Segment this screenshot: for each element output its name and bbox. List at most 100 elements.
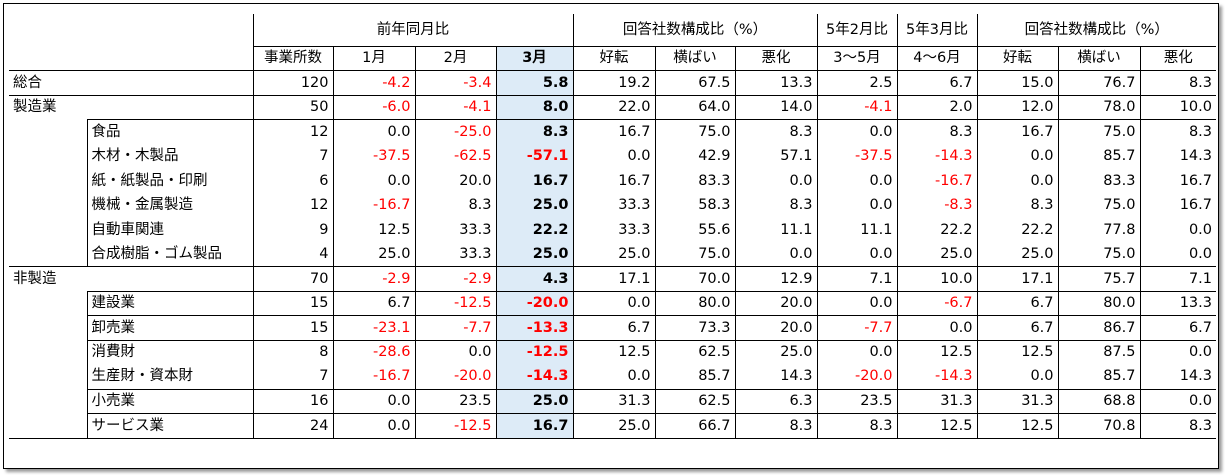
cell-value: 19.2 xyxy=(572,70,655,95)
header-blank-3 xyxy=(9,46,87,71)
cell-value: 15 xyxy=(252,290,333,316)
header-mar-may: 3～5月 xyxy=(816,45,897,71)
row-label-secondary: 建設業 xyxy=(86,290,253,316)
row-label-primary xyxy=(9,144,87,169)
header-ratio-1: 回答社数構成比（%） xyxy=(572,14,817,46)
cell-value: 68.8 xyxy=(1057,388,1140,414)
table-row: 合成樹脂・ゴム製品 4 25.0 33.3 25.0 25.0 75.0 0.0 0.0 25.0… xyxy=(9,242,1216,267)
cell-value: 33.3 xyxy=(414,242,496,267)
cell-value: 23.5 xyxy=(816,388,897,414)
cell-value: 7 xyxy=(252,144,333,169)
cell-value: 8.3 xyxy=(1139,119,1216,144)
cell-value: 85.7 xyxy=(654,364,735,389)
cell-value: 14.3 xyxy=(734,364,817,389)
cell-value: 31.3 xyxy=(572,388,655,414)
cell-value: 12.5 xyxy=(976,339,1058,365)
row-label-secondary xyxy=(87,70,253,95)
cell-value: 16.7 xyxy=(1139,168,1216,193)
row-label-secondary xyxy=(87,266,253,291)
cell-value: -4.2 xyxy=(332,70,415,95)
cell-value: -14.3 xyxy=(896,144,977,169)
cell-value: -12.5 xyxy=(414,413,496,439)
table-row: 機械・金属製造 12 -16.7 8.3 25.0 33.3 58.3 8.3 0.0 -8.3 8… xyxy=(9,193,1216,218)
cell-value: 16 xyxy=(252,388,333,414)
cell-value: 25.0 xyxy=(572,413,655,439)
cell-value: -57.1 xyxy=(495,144,573,169)
row-label-primary xyxy=(9,365,87,390)
cell-value: -20.0 xyxy=(816,364,897,389)
header-feb-compare: 5年2月比 xyxy=(816,14,897,46)
cell-value: 17.1 xyxy=(572,266,655,291)
cell-value: 62.5 xyxy=(654,388,735,414)
cell-value: 87.5 xyxy=(1057,339,1140,365)
cell-value: 75.0 xyxy=(1057,119,1140,144)
cell-value: -2.9 xyxy=(332,266,415,291)
cell-value: 6.3 xyxy=(734,388,817,414)
row-label-secondary: 食品 xyxy=(86,119,253,144)
header-ratio-2: 回答社数構成比（%） xyxy=(976,14,1216,46)
cell-value: 25.0 xyxy=(495,388,573,414)
table-row: 木材・木製品 7 -37.5 -62.5 -57.1 0.0 42.9 57.1 -37.5 -1… xyxy=(9,144,1216,169)
cell-value: -12.5 xyxy=(414,290,496,316)
cell-value: 0.0 xyxy=(816,193,897,218)
cell-value: 75.0 xyxy=(654,119,735,144)
cell-value: -16.7 xyxy=(896,168,977,193)
cell-value: 9 xyxy=(252,217,333,242)
cell-value: 6.7 xyxy=(1139,315,1216,340)
cell-value: 73.3 xyxy=(654,315,735,340)
cell-value: 22.2 xyxy=(495,217,573,242)
cell-value: 75.0 xyxy=(654,242,735,267)
cell-value: 16.7 xyxy=(976,119,1058,144)
header-bad-1: 悪化 xyxy=(734,45,817,71)
cell-value: -20.0 xyxy=(495,290,573,316)
row-label-primary xyxy=(9,242,87,267)
cell-value: 6.7 xyxy=(976,290,1058,316)
cell-value: 85.7 xyxy=(1057,364,1140,389)
cell-value: 10.0 xyxy=(1139,94,1216,120)
cell-value: -4.1 xyxy=(414,94,496,120)
cell-value: -14.3 xyxy=(896,364,977,389)
cell-value: 12.5 xyxy=(572,339,655,365)
row-label-primary xyxy=(9,291,87,316)
cell-value: 42.9 xyxy=(654,144,735,169)
cell-value: 12 xyxy=(252,119,333,144)
cell-value: 6.7 xyxy=(896,70,977,95)
cell-value: 14.3 xyxy=(1139,144,1216,169)
cell-value: 25.0 xyxy=(896,242,977,267)
header-blank-1 xyxy=(9,14,87,46)
cell-value: 31.3 xyxy=(896,388,977,414)
cell-value: 23.5 xyxy=(414,388,496,414)
header-jan: 1月 xyxy=(332,45,415,71)
table-row: 総合 120 -4.2 -3.4 5.8 19.2 67.5 13.3 2.5 6.7 15.0 76… xyxy=(9,70,1216,95)
row-label-primary xyxy=(9,413,87,439)
cell-value: -12.5 xyxy=(495,339,573,365)
cell-value: -20.0 xyxy=(414,364,496,389)
cell-value: 16.7 xyxy=(572,119,655,144)
cell-value: 75.0 xyxy=(1057,193,1140,218)
cell-value: 14.0 xyxy=(734,94,817,120)
cell-value: 0.0 xyxy=(332,413,415,439)
cell-value: 8.0 xyxy=(495,94,573,120)
row-label-primary: 非製造 xyxy=(9,266,87,291)
cell-value: -8.3 xyxy=(896,193,977,218)
cell-value: 14.3 xyxy=(1139,364,1216,389)
cell-value: 20.0 xyxy=(734,290,817,316)
header-count: 事業所数 xyxy=(252,45,333,71)
table-row: 食品 12 0.0 -25.0 8.3 16.7 75.0 8.3 0.0 8.3 16.7 75.0… xyxy=(9,119,1216,144)
cell-value: -13.3 xyxy=(495,315,573,340)
cell-value: -14.3 xyxy=(495,364,573,389)
cell-value: 8 xyxy=(252,339,333,365)
cell-value: 6 xyxy=(252,168,333,193)
cell-value: 12.5 xyxy=(332,217,415,242)
cell-value: 8.3 xyxy=(1139,70,1216,95)
row-label-primary xyxy=(9,316,87,341)
cell-value: 0.0 xyxy=(816,339,897,365)
cell-value: 24 xyxy=(252,413,333,439)
cell-value: -62.5 xyxy=(414,144,496,169)
cell-value: 25.0 xyxy=(734,339,817,365)
cell-value: 55.6 xyxy=(654,217,735,242)
cell-value: 12 xyxy=(252,193,333,218)
cell-value: 0.0 xyxy=(816,168,897,193)
row-label-secondary: 紙・紙製品・印刷 xyxy=(86,168,253,193)
table-row: 建設業 15 6.7 -12.5 -20.0 0.0 80.0 20.0 0.0 -6.7 6.7 8… xyxy=(9,290,1216,316)
